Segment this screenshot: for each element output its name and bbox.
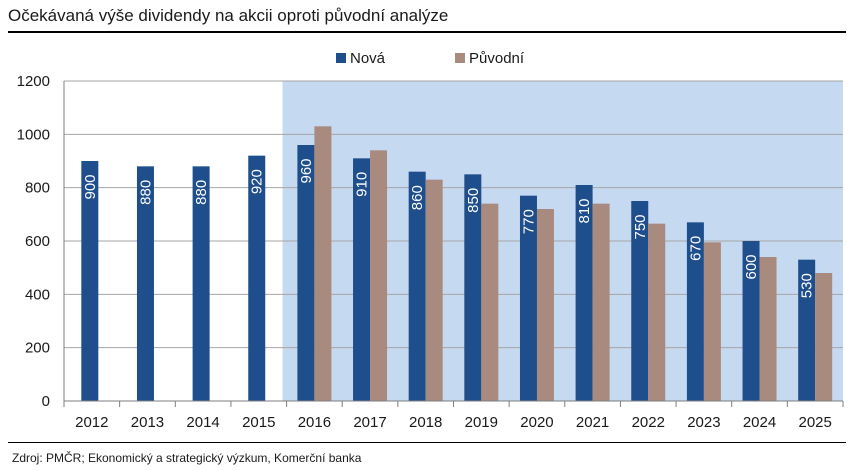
- bar-nova-2018: [408, 171, 426, 401]
- data-label-nova-2023: 670: [687, 236, 704, 261]
- data-label-nova-2022: 750: [632, 214, 649, 239]
- y-tick-label: 200: [25, 340, 50, 357]
- x-tick-label: 2015: [242, 414, 275, 431]
- bar-nova-2021: [575, 185, 593, 401]
- bar-puvodni-2018: [425, 179, 443, 401]
- x-tick-label: 2025: [798, 414, 831, 431]
- legend-swatch-nova: [336, 53, 346, 63]
- data-label-nova-2015: 920: [249, 169, 266, 194]
- x-tick-label: 2016: [298, 414, 331, 431]
- data-label-nova-2025: 530: [799, 273, 816, 298]
- data-label-nova-2018: 860: [409, 185, 426, 210]
- x-tick-label: 2020: [520, 414, 553, 431]
- x-tick-label: 2018: [409, 414, 442, 431]
- bar-puvodni-2019: [481, 203, 499, 401]
- data-label-nova-2019: 850: [465, 188, 482, 213]
- x-tick-label: 2017: [353, 414, 386, 431]
- bar-nova-2015: [248, 155, 266, 401]
- bar-nova-2022: [631, 201, 649, 401]
- bar-puvodni-2024: [759, 257, 777, 401]
- footer-divider: [8, 442, 846, 443]
- source-note: Zdroj: PMČR; Ekonomický a strategický vý…: [12, 451, 362, 465]
- bar-puvodni-2021: [592, 203, 610, 401]
- data-label-nova-2021: 810: [576, 198, 593, 223]
- data-label-nova-2014: 880: [193, 180, 210, 205]
- x-tick-label: 2012: [75, 414, 108, 431]
- bar-puvodni-2020: [536, 209, 554, 401]
- legend-label-puvodni: Původní: [469, 50, 525, 67]
- bar-nova-2017: [353, 158, 371, 401]
- bar-nova-2012: [81, 161, 99, 401]
- y-tick-label: 400: [25, 286, 50, 303]
- x-tick-label: 2024: [743, 414, 776, 431]
- bar-puvodni-2025: [815, 273, 833, 401]
- bar-nova-2014: [192, 166, 210, 401]
- y-tick-label: 1200: [17, 73, 50, 90]
- y-tick-label: 600: [25, 233, 50, 250]
- x-tick-label: 2013: [131, 414, 164, 431]
- bar-nova-2013: [136, 166, 154, 401]
- y-tick-label: 0: [42, 393, 50, 410]
- x-tick-label: 2019: [465, 414, 498, 431]
- data-label-nova-2016: 960: [298, 158, 315, 183]
- y-tick-label: 1000: [17, 126, 50, 143]
- bar-puvodni-2016: [314, 126, 332, 401]
- bar-puvodni-2022: [648, 223, 666, 401]
- data-label-nova-2020: 770: [520, 209, 537, 234]
- data-label-nova-2024: 600: [743, 254, 760, 279]
- x-tick-label: 2023: [687, 414, 720, 431]
- data-label-nova-2017: 910: [354, 172, 371, 197]
- data-label-nova-2013: 880: [137, 180, 154, 205]
- title-divider: [8, 31, 846, 33]
- bar-puvodni-2023: [703, 242, 721, 401]
- legend-swatch-puvodni: [455, 53, 465, 63]
- x-tick-label: 2022: [632, 414, 665, 431]
- chart-title: Očekávaná výše dividendy na akcii oproti…: [8, 6, 449, 25]
- bar-nova-2025: [798, 259, 816, 401]
- bar-nova-2020: [519, 195, 537, 401]
- legend-label-nova: Nová: [350, 50, 386, 67]
- bar-nova-2024: [742, 241, 760, 401]
- y-tick-label: 800: [25, 180, 50, 197]
- bar-puvodni-2017: [370, 150, 388, 401]
- bar-nova-2016: [297, 145, 315, 401]
- bar-nova-2023: [686, 222, 704, 401]
- x-tick-label: 2021: [576, 414, 609, 431]
- data-label-nova-2012: 900: [82, 174, 99, 199]
- x-tick-label: 2014: [186, 414, 219, 431]
- bar-nova-2019: [464, 174, 482, 401]
